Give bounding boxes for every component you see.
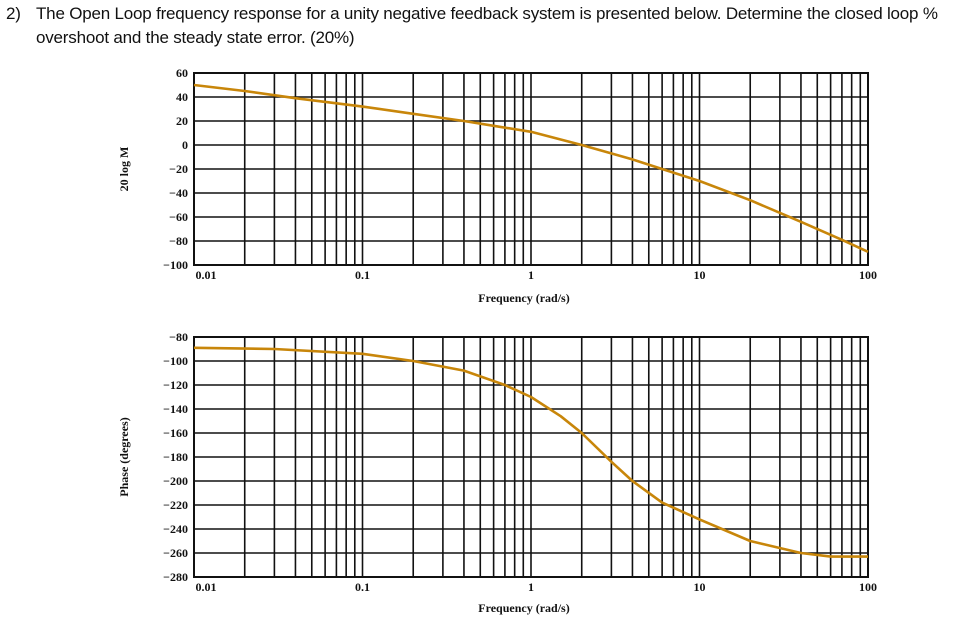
y-tick-label: 60 [176, 66, 188, 80]
x-tick-label: 1 [528, 268, 534, 282]
y-tick-label: −100 [163, 354, 188, 368]
y-tick-label: −80 [169, 234, 188, 248]
x-axis-label: Frequency (rad/s) [478, 291, 569, 305]
x-tick-label: 100 [859, 580, 877, 594]
x-axis-label: Frequency (rad/s) [478, 601, 569, 615]
y-tick-label: −260 [163, 546, 188, 560]
question-number: 2) [6, 4, 21, 23]
y-tick-label: 0 [182, 138, 188, 152]
y-tick-label: 20 [176, 114, 188, 128]
x-tick-label: 10 [694, 580, 706, 594]
y-tick-label: −40 [169, 186, 188, 200]
x-tick-label: 10 [694, 268, 706, 282]
magnitude-curve [193, 83, 869, 253]
y-axis-label: Phase (degrees) [117, 417, 131, 496]
magnitude-plot: 60 40 20 0 −20 −40 −60 −80 −100 0.01 0.1 1 10 100 Freq… [117, 66, 877, 305]
x-tick-label: 0.1 [355, 268, 370, 282]
y-tick-label: −60 [169, 210, 188, 224]
y-tick-label: −160 [163, 426, 188, 440]
y-tick-label: −280 [163, 570, 188, 584]
y-tick-label: −220 [163, 498, 188, 512]
y-tick-label: −80 [169, 330, 188, 344]
y-tick-label: 40 [176, 90, 188, 104]
x-tick-label: 1 [528, 580, 534, 594]
y-axis-label: 20 log M [117, 147, 131, 192]
x-tick-label: 0.01 [196, 580, 217, 594]
phase-plot: −80 −100 −120 −140 −160 −180 −200 −220 −240 −260 −… [117, 330, 877, 615]
x-tick-label: 100 [859, 268, 877, 282]
y-tick-label: −120 [163, 378, 188, 392]
y-tick-label: −200 [163, 474, 188, 488]
question-text: The Open Loop frequency response for a u… [36, 4, 938, 47]
y-tick-label: −140 [163, 402, 188, 416]
x-tick-label: 0.1 [355, 580, 370, 594]
y-tick-label: −100 [163, 258, 188, 272]
plot-frame [193, 72, 869, 266]
x-tick-label: 0.01 [196, 268, 217, 282]
y-tick-label: −20 [169, 162, 188, 176]
y-tick-label: −180 [163, 450, 188, 464]
plot-frame [193, 336, 869, 578]
y-tick-label: −240 [163, 522, 188, 536]
